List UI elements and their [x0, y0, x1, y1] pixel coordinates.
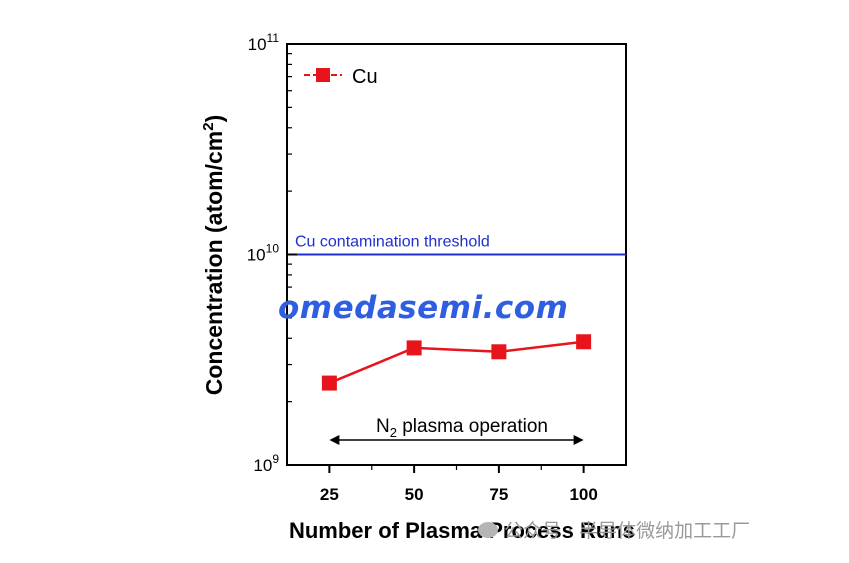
data-point-cu: [576, 334, 592, 350]
arrow-head-left: [329, 435, 340, 445]
x-tick-label: 25: [320, 485, 339, 504]
data-point-cu: [321, 375, 337, 391]
annotation-text: N2 plasma operation: [376, 416, 548, 440]
watermark: omedasemi.com: [278, 290, 569, 326]
source-badge: 公众号 · 半导体微纳加工工厂: [478, 516, 750, 543]
y-axis-label: Concentration (atom/cm2): [200, 115, 227, 396]
x-axis-label: Number of Plasma Process Runs: [289, 518, 635, 543]
axis-ticks: 109 1010 1011 25 50 75 100: [247, 31, 598, 504]
legend-label-cu: Cu: [352, 66, 378, 88]
x-tick-label: 50: [405, 485, 424, 504]
y-tick-label: 1011: [248, 31, 280, 54]
x-tick-label: 75: [489, 485, 508, 504]
legend-marker: [316, 68, 330, 82]
threshold-label: Cu contamination threshold: [295, 234, 490, 251]
y-tick-label: 1010: [247, 242, 280, 265]
data-point-cu: [406, 340, 422, 356]
x-tick-label: 100: [569, 485, 597, 504]
source-badge-text: 公众号 · 半导体微纳加工工厂: [504, 520, 751, 542]
series-line-cu: [328, 340, 584, 385]
legend: Cu: [304, 66, 378, 88]
data-point-cu: [491, 344, 507, 360]
y-tick-label: 109: [253, 452, 279, 475]
wechat-icon: [478, 521, 498, 538]
annotation: N2 plasma operation: [329, 416, 584, 445]
series-layer: [321, 334, 592, 391]
arrow-head-right: [573, 435, 584, 445]
